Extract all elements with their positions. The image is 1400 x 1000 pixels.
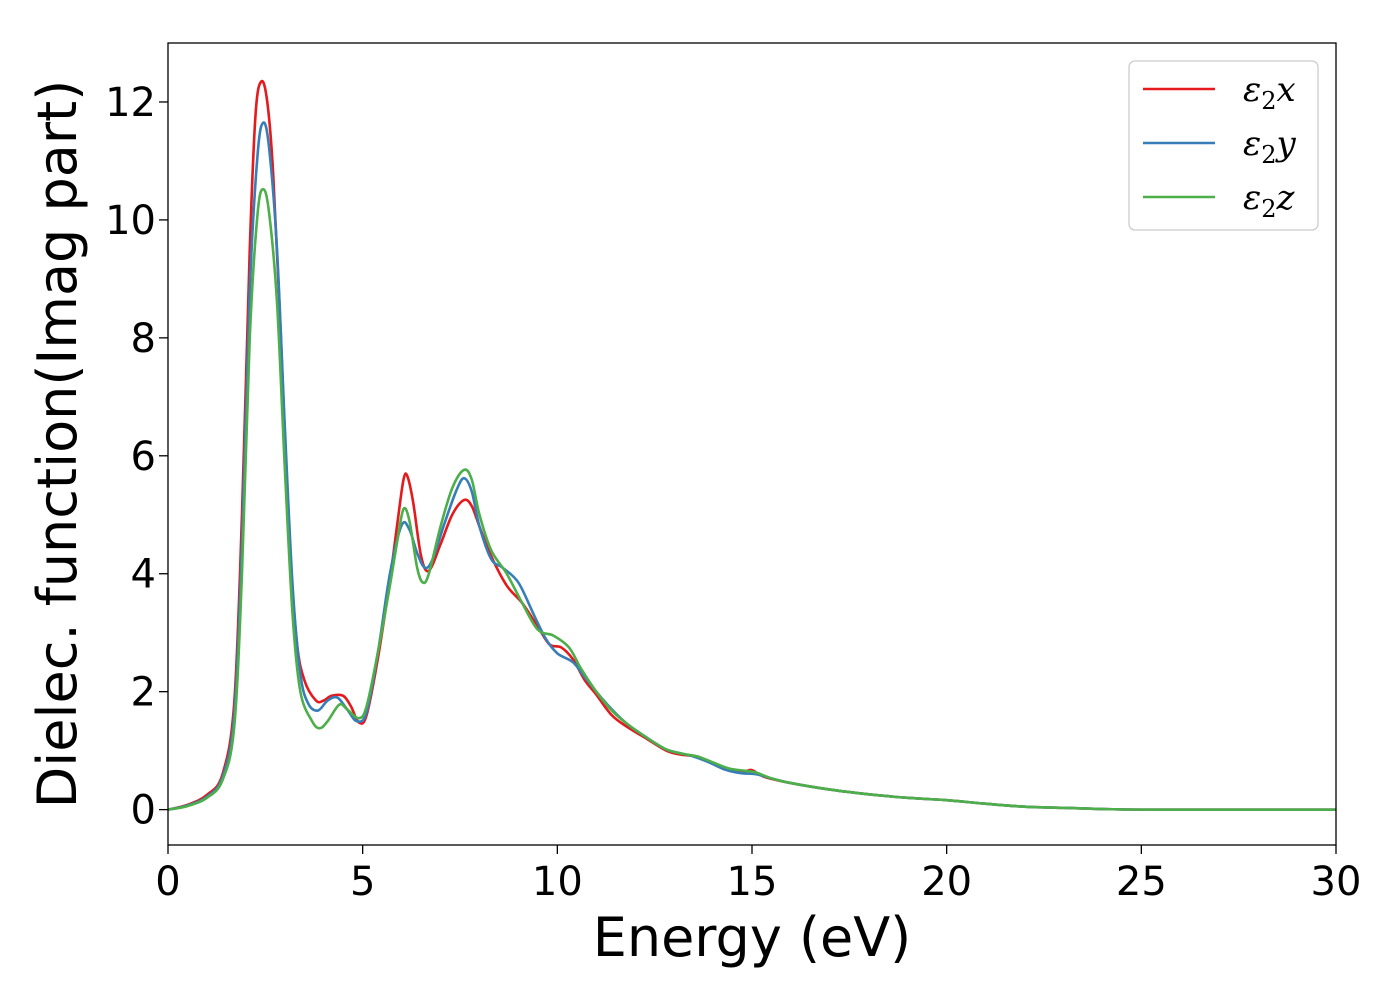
x-tick-label: 10 bbox=[532, 859, 583, 905]
y-axis-ticks: 0 2 4 6 8 10 12 bbox=[105, 80, 168, 834]
y-tick-label: 12 bbox=[105, 80, 156, 126]
x-axis-ticks: 0 5 10 15 20 25 30 bbox=[155, 845, 1361, 905]
x-tick-label: 0 bbox=[155, 859, 180, 905]
y-tick-label: 2 bbox=[131, 670, 156, 716]
x-tick-label: 30 bbox=[1311, 859, 1362, 905]
x-tick-label: 15 bbox=[727, 859, 778, 905]
x-tick-label: 20 bbox=[921, 859, 972, 905]
x-axis-label: Energy (eV) bbox=[593, 906, 912, 969]
y-tick-label: 6 bbox=[131, 434, 156, 480]
y-tick-label: 8 bbox=[131, 316, 156, 362]
series-line-z bbox=[167, 187, 1336, 811]
y-tick-label: 0 bbox=[131, 788, 156, 834]
legend-entry-y: ε2y bbox=[1243, 124, 1297, 169]
y-axis-label: Dielec. function(Imag part) bbox=[26, 80, 89, 809]
legend-entry-x: ε2x bbox=[1243, 70, 1296, 115]
series-lines bbox=[167, 79, 1336, 811]
x-tick-label: 5 bbox=[350, 859, 375, 905]
y-tick-label: 4 bbox=[131, 552, 156, 598]
x-tick-label: 25 bbox=[1116, 859, 1167, 905]
legend-box bbox=[1128, 60, 1319, 231]
legend: ε2x ε2y ε2z bbox=[1128, 60, 1319, 231]
legend-entry-z: ε2z bbox=[1243, 178, 1296, 223]
y-tick-label: 10 bbox=[105, 198, 156, 244]
